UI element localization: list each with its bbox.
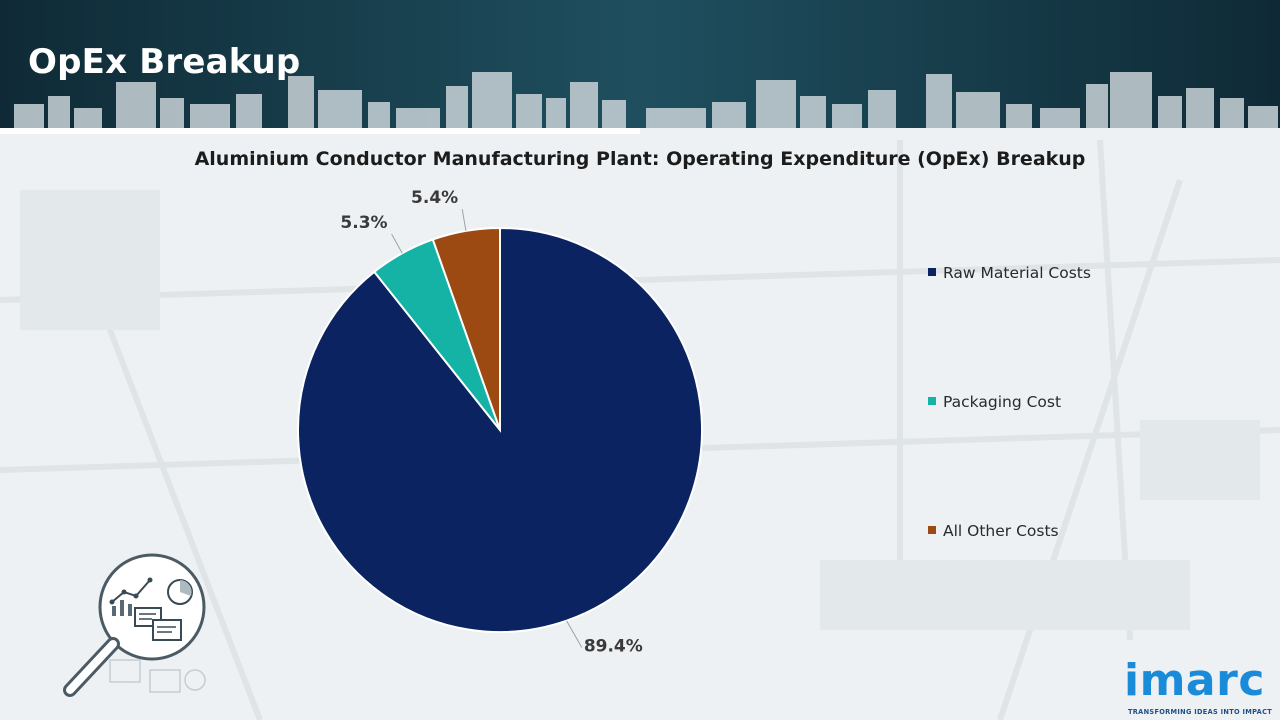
legend-label: Packaging Cost — [943, 393, 1062, 411]
data-label: 5.3% — [340, 213, 387, 233]
magnifier-analytics-icon — [63, 553, 206, 697]
header-banner: OpEx Breakup — [0, 0, 1280, 128]
header-divider — [0, 128, 640, 134]
legend-label: All Other Costs — [943, 522, 1059, 540]
legend-item: All Other Costs — [928, 522, 1059, 540]
legend-swatch — [928, 525, 936, 534]
logo-tagline: TRANSFORMING IDEAS INTO IMPACT — [1128, 708, 1273, 716]
logo-wordmark: imarc — [1124, 655, 1265, 706]
leader-line — [566, 620, 583, 648]
legend-item: Packaging Cost — [928, 393, 1061, 411]
legend-label: Raw Material Costs — [943, 264, 1091, 282]
data-label: 89.4% — [584, 636, 643, 656]
leader-line — [391, 233, 403, 254]
page-title: OpEx Breakup — [28, 42, 301, 82]
legend-swatch — [928, 396, 936, 405]
chart-title: Aluminium Conductor Manufacturing Plant:… — [194, 148, 1086, 170]
data-label: 5.4% — [411, 188, 458, 208]
city-skyline-decoration — [14, 72, 1278, 128]
legend-swatch — [928, 267, 936, 276]
legend-item: Raw Material Costs — [928, 264, 1091, 282]
imarc-logo: imarc TRANSFORMING IDEAS INTO IMPACT — [1124, 656, 1274, 720]
leader-line — [461, 209, 467, 231]
